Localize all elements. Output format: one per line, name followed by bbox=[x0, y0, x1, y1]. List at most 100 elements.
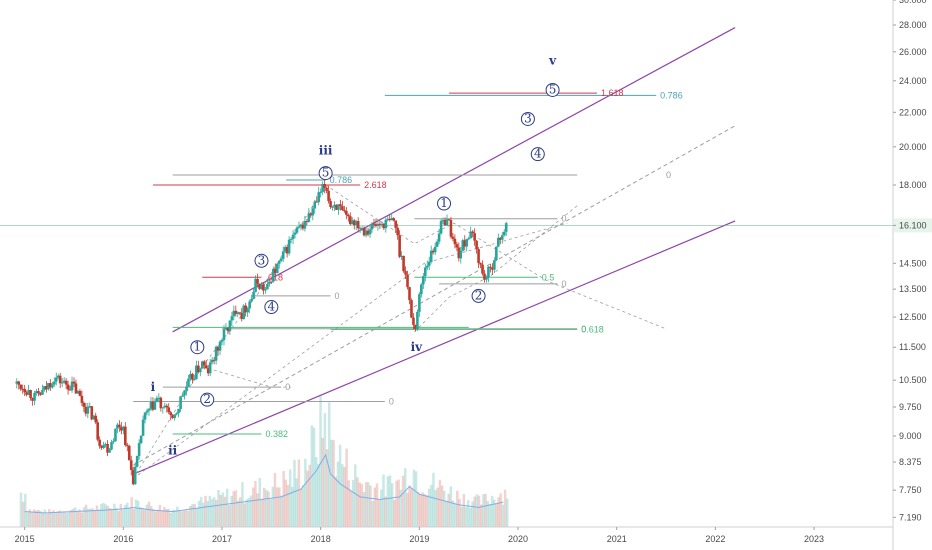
y-tick-label: 10.500 bbox=[899, 375, 927, 385]
volume-bar bbox=[338, 444, 342, 527]
wave-label: 4 bbox=[534, 147, 542, 161]
volume-bar bbox=[425, 495, 429, 527]
candle-body bbox=[309, 213, 313, 216]
volume-bar bbox=[495, 504, 498, 527]
candle-body bbox=[41, 389, 44, 395]
volume-bar bbox=[403, 468, 407, 527]
candle-body bbox=[483, 273, 486, 280]
volume-bar bbox=[384, 496, 387, 527]
fib-level-label: 0 bbox=[285, 382, 290, 392]
volume-bar bbox=[104, 504, 107, 527]
y-tick-label: 24.000 bbox=[899, 76, 927, 86]
candle-body bbox=[335, 204, 338, 210]
volume-bar bbox=[167, 508, 170, 527]
candle-body bbox=[15, 381, 19, 384]
volume-bar bbox=[117, 510, 120, 527]
volume-bar bbox=[458, 498, 461, 527]
volume-bar bbox=[349, 490, 353, 527]
candle-body bbox=[479, 263, 482, 265]
volume-bar bbox=[412, 469, 416, 527]
volume-bar bbox=[343, 466, 346, 527]
volume-bar bbox=[401, 475, 405, 527]
volume-bar bbox=[76, 511, 79, 527]
candle-body bbox=[293, 232, 297, 235]
volume-bar bbox=[375, 483, 379, 527]
candle-body bbox=[463, 240, 467, 247]
x-tick-label: 2021 bbox=[607, 534, 627, 544]
candle-body bbox=[62, 380, 66, 383]
candle-body bbox=[325, 187, 328, 191]
volume-bar bbox=[230, 495, 233, 527]
candle-body bbox=[485, 277, 488, 280]
volume-bar bbox=[466, 500, 470, 527]
candle-body bbox=[74, 383, 78, 394]
volume-bar bbox=[171, 509, 175, 527]
volume-bar bbox=[414, 471, 418, 527]
volume-ma-line bbox=[24, 453, 504, 514]
candle-body bbox=[127, 445, 131, 461]
volume-bar bbox=[432, 472, 435, 527]
candle-body bbox=[31, 398, 34, 401]
candle-body bbox=[254, 278, 257, 292]
wave-circle-icon bbox=[264, 300, 279, 315]
wave-circle-icon bbox=[545, 82, 560, 97]
volume-bar bbox=[176, 506, 179, 527]
volume-bar bbox=[506, 498, 509, 527]
candle-body bbox=[175, 413, 178, 415]
candle-body bbox=[250, 298, 253, 302]
candle-body bbox=[270, 281, 273, 283]
candle-body bbox=[64, 380, 68, 385]
candle-body bbox=[384, 219, 388, 229]
volume-bar bbox=[299, 488, 303, 527]
volume-bar bbox=[215, 499, 218, 527]
candle-body bbox=[297, 226, 301, 228]
volume-bar bbox=[256, 493, 259, 527]
volume-bar bbox=[193, 503, 196, 527]
y-tick-label: 16.100 bbox=[899, 220, 927, 230]
volume-bar bbox=[341, 464, 344, 527]
volume-bar bbox=[265, 489, 268, 527]
candle-body bbox=[354, 221, 358, 226]
volume-bar bbox=[479, 504, 483, 527]
volume-bar bbox=[58, 510, 62, 527]
volume-bar bbox=[436, 487, 440, 527]
volume-bar bbox=[410, 488, 413, 527]
volume-bar bbox=[95, 505, 99, 527]
volume-bar bbox=[180, 511, 183, 527]
candle-body bbox=[402, 255, 405, 272]
candle-body bbox=[289, 238, 293, 240]
dashed-path bbox=[325, 184, 667, 330]
drawing-layer: 0.7861.61800.7862.6180.61800.5000.618000… bbox=[0, 27, 893, 479]
volume-bar bbox=[254, 480, 257, 527]
volume-bar bbox=[89, 508, 92, 527]
candle-body bbox=[366, 230, 370, 235]
candle-body bbox=[489, 266, 492, 268]
volume-bar bbox=[332, 440, 335, 527]
candle-body bbox=[236, 312, 240, 315]
volume-bar bbox=[356, 477, 359, 527]
volume-bar bbox=[74, 507, 77, 527]
candle-body bbox=[167, 407, 171, 413]
candle-body bbox=[451, 236, 455, 239]
volume-bar bbox=[102, 502, 105, 527]
candle-body bbox=[84, 406, 88, 414]
candle-body bbox=[125, 445, 129, 447]
volume-bar bbox=[236, 500, 240, 527]
wave-label: iii bbox=[319, 143, 333, 157]
candle-body bbox=[493, 260, 496, 270]
candle-body bbox=[25, 392, 28, 395]
volume-bar bbox=[330, 439, 333, 527]
wave-label: 5 bbox=[549, 82, 557, 96]
wave-label: iv bbox=[411, 340, 424, 354]
candle-body bbox=[80, 395, 84, 403]
y-tick-label: 9.000 bbox=[899, 431, 922, 441]
candle-body bbox=[232, 310, 236, 317]
volume-bar bbox=[69, 509, 73, 527]
x-tick-label: 2016 bbox=[113, 534, 133, 544]
y-tick-label: 22.000 bbox=[899, 107, 927, 117]
candle-body bbox=[252, 291, 255, 299]
volume-bar bbox=[416, 491, 420, 527]
wave-circle-icon bbox=[200, 392, 215, 407]
